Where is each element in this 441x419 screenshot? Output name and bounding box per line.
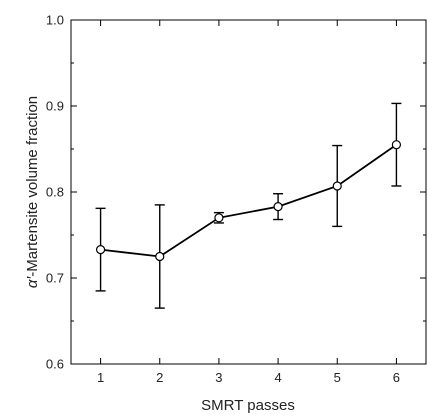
x-tick-label-2: 2 xyxy=(156,370,163,385)
data-point-5 xyxy=(332,181,342,191)
y-tick-label-2: 0.8 xyxy=(46,185,64,200)
x-tick-label-6: 6 xyxy=(393,370,400,385)
y-tick-label-4: 1.0 xyxy=(46,13,64,28)
data-point-2 xyxy=(155,251,165,262)
y-tick-label-1: 0.7 xyxy=(46,271,64,286)
y-tick-label-0: 0.6 xyxy=(46,357,64,372)
x-tick-label-5: 5 xyxy=(334,370,341,385)
x-tick-label-4: 4 xyxy=(274,370,281,385)
series-line xyxy=(100,143,397,258)
x-axis-title: SMRT passes xyxy=(201,397,295,414)
series xyxy=(95,102,402,309)
y-axis-title-rest: -Martensite volume fraction xyxy=(24,96,41,277)
data-point-4 xyxy=(273,202,283,212)
plot-frame xyxy=(70,19,427,365)
y-axis-title-prefix: α′ xyxy=(24,276,41,289)
y-axis: 0.6 0.7 0.8 0.9 1.0 xyxy=(46,13,426,372)
data-point-3 xyxy=(214,213,224,223)
x-tick-label-3: 3 xyxy=(215,370,222,385)
y-axis-title: α′-Martensite volume fraction xyxy=(24,96,41,288)
x-axis: 1 2 3 4 5 6 xyxy=(97,20,400,385)
data-point-6 xyxy=(391,140,402,150)
data-point-1 xyxy=(95,245,106,255)
x-tick-label-1: 1 xyxy=(97,370,104,385)
y-tick-label-3: 0.9 xyxy=(46,99,64,114)
